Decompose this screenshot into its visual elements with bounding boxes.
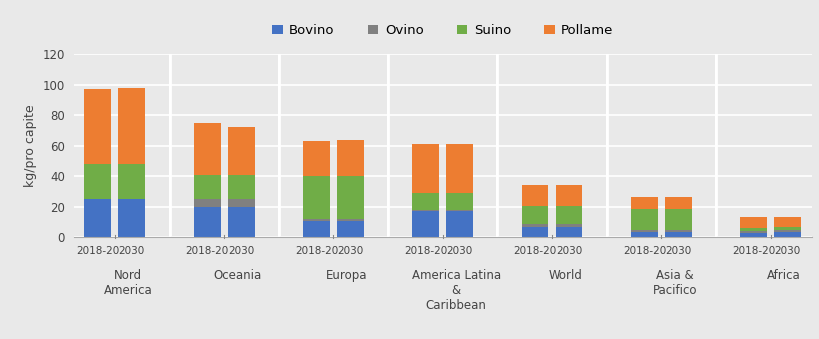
- Bar: [631, 197, 657, 209]
- Bar: [193, 199, 220, 207]
- Bar: [773, 231, 800, 232]
- Bar: [337, 140, 364, 176]
- Bar: [740, 231, 766, 233]
- Bar: [773, 227, 800, 231]
- Bar: [521, 227, 548, 237]
- Bar: [337, 219, 364, 221]
- Text: Nord
America: Nord America: [104, 270, 152, 297]
- Bar: [446, 212, 473, 237]
- Bar: [740, 218, 766, 228]
- Legend: Bovino, Ovino, Suino, Pollame: Bovino, Ovino, Suino, Pollame: [272, 24, 613, 37]
- Bar: [555, 224, 581, 227]
- Bar: [303, 141, 329, 176]
- Text: Europa: Europa: [326, 270, 367, 282]
- Bar: [412, 210, 439, 212]
- Bar: [84, 89, 111, 164]
- Text: America Latina
&
Caribbean: America Latina & Caribbean: [411, 270, 500, 312]
- Bar: [446, 210, 473, 212]
- Bar: [303, 221, 329, 237]
- Bar: [446, 144, 473, 193]
- Y-axis label: kg/pro capite: kg/pro capite: [24, 104, 37, 187]
- Bar: [521, 206, 548, 224]
- Bar: [337, 176, 364, 219]
- Bar: [193, 207, 220, 237]
- Bar: [664, 197, 691, 209]
- Bar: [631, 232, 657, 237]
- Bar: [740, 228, 766, 231]
- Bar: [631, 209, 657, 231]
- Bar: [303, 219, 329, 221]
- Bar: [228, 175, 254, 199]
- Bar: [664, 232, 691, 237]
- Bar: [337, 221, 364, 237]
- Bar: [193, 123, 220, 175]
- Bar: [664, 209, 691, 231]
- Bar: [119, 199, 145, 237]
- Text: Africa: Africa: [767, 270, 800, 282]
- Bar: [412, 212, 439, 237]
- Bar: [555, 227, 581, 237]
- Bar: [740, 233, 766, 237]
- Bar: [555, 185, 581, 206]
- Bar: [119, 88, 145, 164]
- Bar: [228, 127, 254, 175]
- Bar: [303, 176, 329, 219]
- Bar: [228, 207, 254, 237]
- Bar: [555, 206, 581, 224]
- Text: World: World: [548, 270, 581, 282]
- Text: Oceania: Oceania: [213, 270, 261, 282]
- Bar: [119, 164, 145, 199]
- Bar: [193, 175, 220, 199]
- Bar: [84, 199, 111, 237]
- Bar: [664, 231, 691, 232]
- Bar: [412, 193, 439, 210]
- Bar: [521, 224, 548, 227]
- Bar: [773, 218, 800, 227]
- Bar: [228, 199, 254, 207]
- Bar: [84, 164, 111, 199]
- Bar: [631, 231, 657, 232]
- Bar: [521, 185, 548, 206]
- Bar: [446, 193, 473, 210]
- Text: Asia &
Pacifico: Asia & Pacifico: [652, 270, 696, 297]
- Bar: [773, 232, 800, 237]
- Bar: [412, 144, 439, 193]
